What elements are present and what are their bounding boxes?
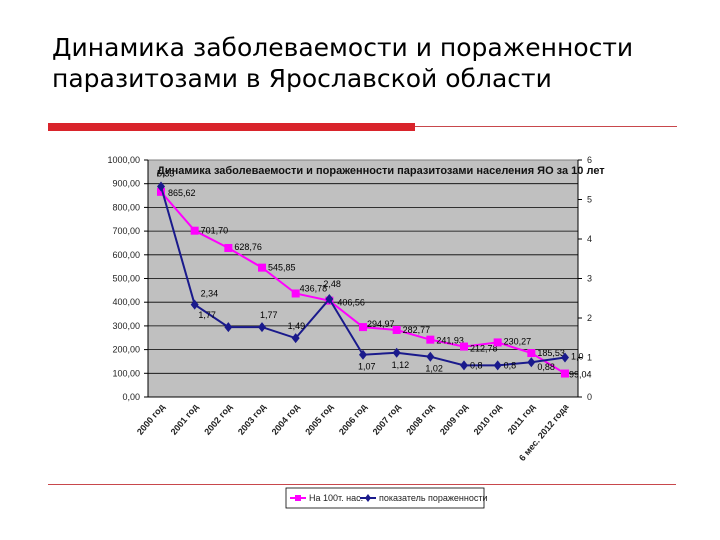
data-label: 212,78 bbox=[470, 344, 498, 354]
data-label: 294,97 bbox=[367, 319, 395, 329]
series-2-point bbox=[258, 322, 266, 333]
series-2-point bbox=[291, 333, 300, 344]
left-tick-label: 400,00 bbox=[112, 297, 140, 307]
series-1-point bbox=[392, 325, 401, 334]
data-label: 1,77 bbox=[198, 310, 216, 320]
series-2-point bbox=[157, 181, 165, 192]
series-1-point bbox=[157, 187, 165, 196]
x-tick-label: 2008 год bbox=[404, 402, 436, 437]
left-tick-label: 600,00 bbox=[112, 250, 140, 260]
left-tick-label: 800,00 bbox=[112, 202, 140, 212]
x-tick-label: 2002 год bbox=[202, 402, 234, 437]
right-tick-label: 2 bbox=[587, 313, 592, 323]
right-tick-label: 6 bbox=[587, 155, 592, 165]
left-tick-label: 100,00 bbox=[112, 368, 140, 378]
right-tick-label: 0 bbox=[587, 392, 592, 402]
series-2-point bbox=[224, 322, 233, 333]
accent-bar bbox=[48, 123, 415, 131]
series-2-point bbox=[426, 351, 435, 362]
data-label: 0,8 bbox=[470, 360, 483, 370]
data-label: 0,8 bbox=[504, 360, 517, 370]
series-1-point bbox=[527, 349, 536, 358]
left-tick-label: 500,00 bbox=[112, 274, 140, 284]
x-tick-label: 2011 год bbox=[506, 402, 537, 437]
series-2-point bbox=[527, 357, 536, 368]
x-tick-label: 2006 год bbox=[337, 402, 369, 437]
data-label: 1,77 bbox=[260, 310, 278, 320]
data-label: 5,33 bbox=[157, 168, 175, 178]
data-label: 1,07 bbox=[358, 362, 376, 372]
x-tick-label: 2007 год bbox=[371, 402, 403, 437]
series-1-point bbox=[190, 226, 199, 235]
series-1-point bbox=[258, 263, 266, 272]
x-tick-label: 2010 год bbox=[472, 402, 504, 437]
series-1-point bbox=[291, 289, 300, 298]
data-label: 2,34 bbox=[201, 289, 219, 299]
legend-label-2: показатель пораженности bbox=[379, 493, 488, 503]
data-label: 1,02 bbox=[425, 364, 443, 374]
right-tick-label: 5 bbox=[587, 195, 592, 205]
data-label: 1,49 bbox=[288, 321, 306, 331]
left-tick-label: 900,00 bbox=[112, 179, 140, 189]
data-label: 436,78 bbox=[300, 283, 328, 293]
series-1-point bbox=[426, 335, 435, 344]
series-1-point bbox=[561, 369, 569, 378]
left-tick-label: 0,00 bbox=[122, 392, 140, 402]
left-tick-label: 700,00 bbox=[112, 226, 140, 236]
chart-title: Динамика заболеваемости и пораженности п… bbox=[157, 165, 605, 177]
series-1-point bbox=[460, 342, 468, 351]
data-label: 2,48 bbox=[323, 279, 341, 289]
slide-title: Динамика заболеваемости и пораженности п… bbox=[52, 32, 672, 94]
series-1-point bbox=[493, 338, 502, 347]
data-label: 282,77 bbox=[403, 325, 431, 335]
series-2-point bbox=[190, 299, 199, 310]
data-label: 185,53 bbox=[537, 348, 565, 358]
series-2-point bbox=[359, 349, 367, 360]
x-tick-label: 2001 год bbox=[169, 402, 201, 437]
data-label: 545,85 bbox=[268, 263, 296, 273]
data-label: 1,12 bbox=[392, 360, 410, 370]
data-label: 701,70 bbox=[201, 226, 229, 236]
accent-line bbox=[415, 126, 677, 127]
legend-label-1: На 100т. нас. bbox=[309, 493, 363, 503]
x-tick-label: 2000 год bbox=[135, 402, 167, 437]
right-tick-label: 1 bbox=[587, 353, 592, 363]
data-label: 1,0 bbox=[571, 352, 584, 362]
right-tick-label: 4 bbox=[587, 234, 592, 244]
data-label: 865,62 bbox=[168, 188, 196, 198]
left-tick-label: 200,00 bbox=[112, 345, 140, 355]
data-label: 0,88 bbox=[537, 362, 555, 372]
data-label: 99,04 bbox=[569, 370, 592, 380]
left-tick-label: 300,00 bbox=[112, 321, 140, 331]
series-2-point bbox=[325, 294, 334, 305]
data-label: 230,27 bbox=[504, 336, 532, 346]
data-label: 628,76 bbox=[234, 242, 262, 252]
x-tick-label: 2003 год bbox=[236, 402, 268, 437]
x-tick-label: 2004 год bbox=[270, 402, 302, 437]
series-2-point bbox=[561, 352, 569, 363]
series-2-point bbox=[493, 360, 502, 371]
x-tick-label: 2009 год bbox=[438, 402, 470, 437]
footer-line bbox=[48, 484, 676, 485]
series-1-point bbox=[224, 243, 233, 252]
data-label: 241,93 bbox=[436, 336, 464, 346]
left-tick-label: 1000,00 bbox=[107, 155, 140, 165]
x-tick-label: 2005 год bbox=[303, 402, 335, 437]
right-tick-label: 3 bbox=[587, 274, 592, 284]
series-2-point bbox=[460, 360, 468, 371]
series-1-point bbox=[359, 323, 367, 332]
legend-marker-2 bbox=[365, 494, 371, 502]
chart-legend: На 100т. нас. показатель пораженности bbox=[285, 487, 488, 509]
series-2-point bbox=[392, 347, 401, 358]
legend-box bbox=[285, 487, 485, 509]
data-label: 406,56 bbox=[337, 298, 365, 308]
slide-title-line-2: паразитозами в Ярославской области bbox=[52, 64, 552, 93]
slide-title-line-1: Динамика заболеваемости и пораженности bbox=[52, 33, 634, 62]
legend-marker-1 bbox=[295, 495, 301, 501]
